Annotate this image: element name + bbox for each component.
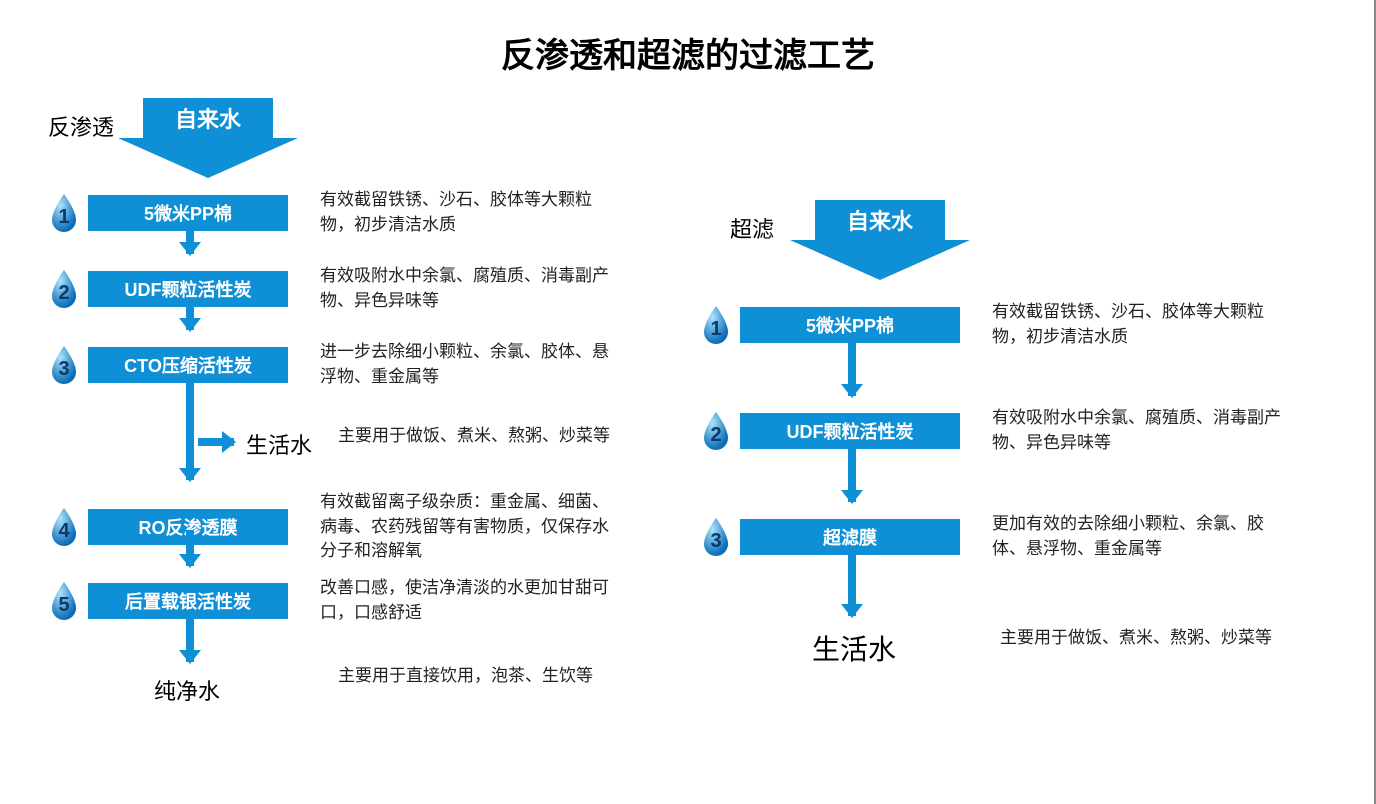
uf-step-3-desc: 更加有效的去除细小颗粒、余氯、胶体、悬浮物、重金属等	[992, 512, 1292, 561]
ro-step-1-box: 5微米PP棉	[88, 195, 288, 231]
water-drop-icon: 4	[48, 506, 80, 548]
ro-output-label: 纯净水	[154, 674, 220, 706]
ro-source-arrow: 自来水	[118, 98, 298, 178]
uf-source-label: 自来水	[815, 200, 945, 240]
uf-output-desc: 主要用于做饭、煮米、熬粥、炒菜等	[1000, 626, 1272, 651]
water-drop-icon: 5	[48, 580, 80, 622]
uf-step-3-box: 超滤膜	[740, 519, 960, 555]
water-drop-icon: 3	[48, 344, 80, 386]
ro-output-desc: 主要用于直接饮用，泡茶、生饮等	[338, 664, 593, 689]
ro-section-label: 反渗透	[48, 110, 114, 142]
step-number: 5	[48, 594, 80, 617]
down-arrow-icon	[186, 304, 194, 330]
uf-step-1-desc: 有效截留铁锈、沙石、胶体等大颗粒物，初步清洁水质	[992, 300, 1292, 349]
ro-step-2-box: UDF颗粒活性炭	[88, 271, 288, 307]
ro-step-4: 4 RO反渗透膜 有效截留离子级杂质：重金属、细菌、病毒、农药残留等有害物质，仅…	[48, 490, 620, 564]
step-number: 2	[700, 424, 732, 447]
water-drop-icon: 2	[48, 268, 80, 310]
ro-step-3: 3 CTO压缩活性炭 进一步去除细小颗粒、余氯、胶体、悬浮物、重金属等	[48, 340, 620, 389]
ro-step-3-box: CTO压缩活性炭	[88, 347, 288, 383]
uf-step-3: 3 超滤膜 更加有效的去除细小颗粒、余氯、胶体、悬浮物、重金属等	[700, 512, 1292, 561]
uf-step-2-desc: 有效吸附水中余氯、腐殖质、消毒副产物、异色异味等	[992, 406, 1292, 455]
water-drop-icon: 1	[48, 192, 80, 234]
uf-step-2: 2 UDF颗粒活性炭 有效吸附水中余氯、腐殖质、消毒副产物、异色异味等	[700, 406, 1292, 455]
ro-step-4-desc: 有效截留离子级杂质：重金属、细菌、病毒、农药残留等有害物质，仅保存水分子和溶解氧	[320, 490, 620, 564]
uf-step-1-box: 5微米PP棉	[740, 307, 960, 343]
water-drop-icon: 3	[700, 516, 732, 558]
ro-branch-label: 生活水	[246, 428, 312, 460]
down-arrow-icon	[186, 228, 194, 254]
ro-source-label: 自来水	[143, 98, 273, 138]
water-drop-icon: 2	[700, 410, 732, 452]
ro-step-3-desc: 进一步去除细小颗粒、余氯、胶体、悬浮物、重金属等	[320, 340, 620, 389]
down-arrow-icon	[848, 340, 856, 396]
step-number: 1	[700, 318, 732, 341]
page-title: 反渗透和超滤的过滤工艺	[0, 0, 1376, 77]
ro-step-5-box: 后置载银活性炭	[88, 583, 288, 619]
ro-step-2-desc: 有效吸附水中余氯、腐殖质、消毒副产物、异色异味等	[320, 264, 620, 313]
step-number: 1	[48, 206, 80, 229]
right-arrow-icon	[198, 438, 234, 446]
ro-branch-desc: 主要用于做饭、煮米、熬粥、炒菜等	[338, 424, 610, 449]
ro-step-1: 1 5微米PP棉 有效截留铁锈、沙石、胶体等大颗粒物，初步清洁水质	[48, 188, 620, 237]
ro-step-5-desc: 改善口感，使洁净清淡的水更加甘甜可口，口感舒适	[320, 576, 620, 625]
ro-step-2: 2 UDF颗粒活性炭 有效吸附水中余氯、腐殖质、消毒副产物、异色异味等	[48, 264, 620, 313]
uf-step-2-box: UDF颗粒活性炭	[740, 413, 960, 449]
step-number: 2	[48, 282, 80, 305]
uf-output-label: 生活水	[812, 628, 896, 668]
down-arrow-icon	[848, 446, 856, 502]
down-arrow-icon	[848, 552, 856, 616]
big-arrow-tip-icon	[790, 240, 970, 280]
ro-step-1-desc: 有效截留铁锈、沙石、胶体等大颗粒物，初步清洁水质	[320, 188, 620, 237]
uf-source-arrow: 自来水	[790, 200, 970, 280]
big-arrow-tip-icon	[118, 138, 298, 178]
water-drop-icon: 1	[700, 304, 732, 346]
step-number: 3	[48, 358, 80, 381]
step-number: 3	[700, 530, 732, 553]
down-arrow-icon	[186, 616, 194, 662]
ro-step-5: 5 后置载银活性炭 改善口感，使洁净清淡的水更加甘甜可口，口感舒适	[48, 576, 620, 625]
step-number: 4	[48, 520, 80, 543]
down-arrow-icon	[186, 530, 194, 566]
uf-section-label: 超滤	[730, 212, 774, 244]
down-arrow-icon	[186, 380, 194, 480]
uf-step-1: 1 5微米PP棉 有效截留铁锈、沙石、胶体等大颗粒物，初步清洁水质	[700, 300, 1292, 349]
